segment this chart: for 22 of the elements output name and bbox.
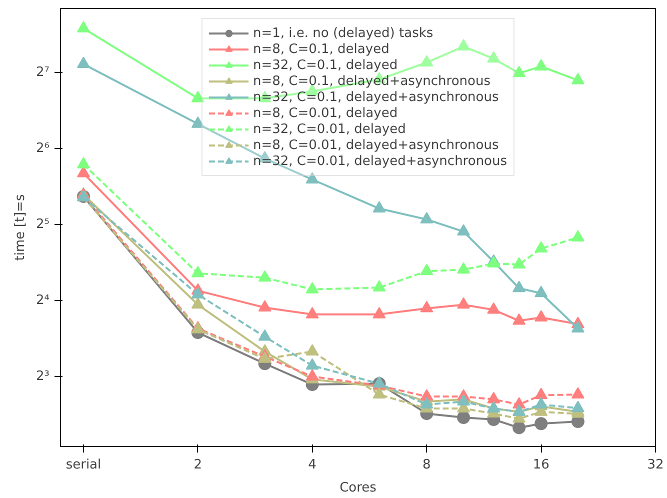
y-tick-label: 2⁶ (36, 140, 50, 156)
x-tick-label: 8 (422, 458, 431, 472)
x-tick-label: 2 (194, 458, 202, 472)
y-tick-label: 2⁷ (36, 64, 50, 80)
legend-label: n=32, C=0.1, delayed+asynchronous (252, 89, 499, 105)
legend-label: n=32, C=0.01, delayed (252, 121, 406, 137)
y-tick-label: 2⁵ (36, 216, 50, 232)
x-tick-label: 16 (532, 458, 550, 472)
legend-label: n=32, C=0.1, delayed (252, 57, 398, 73)
legend-label: n=1, i.e. no (delayed) tasks (252, 25, 434, 41)
x-axis-title: Cores (340, 480, 377, 496)
x-tick-label: serial (66, 458, 102, 472)
legend-label: n=8, C=0.1, delayed+asynchronous (252, 73, 490, 89)
x-tick-label: 32 (647, 458, 664, 472)
legend-label: n=8, C=0.01, delayed+asynchronous (252, 137, 499, 153)
y-tick-label: 2⁴ (36, 293, 50, 308)
y-axis-title: time [t]=s (13, 194, 28, 261)
y-tick-label: 2³ (36, 369, 50, 384)
legend-label: n=8, C=0.1, delayed (252, 41, 390, 57)
x-tick-label: 4 (308, 458, 316, 472)
legend-label: n=8, C=0.01, delayed (252, 105, 398, 121)
legend-label: n=32, C=0.01, delayed+asynchronous (252, 153, 508, 169)
